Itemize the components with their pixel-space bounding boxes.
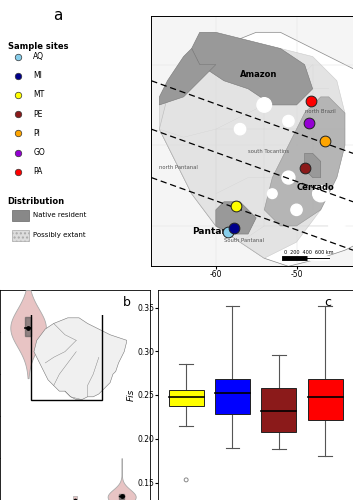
Text: South Pantanal: South Pantanal — [224, 238, 264, 243]
Point — [233, 202, 239, 210]
FancyBboxPatch shape — [307, 379, 343, 420]
Text: AQ: AQ — [33, 52, 44, 61]
Point — [308, 97, 314, 105]
Circle shape — [291, 204, 302, 216]
Text: b: b — [123, 296, 131, 310]
Text: Cerrado: Cerrado — [297, 182, 334, 192]
Point — [72, 496, 78, 500]
Polygon shape — [151, 16, 353, 266]
Text: Sample sites: Sample sites — [7, 42, 68, 51]
Point — [25, 324, 31, 332]
Text: c: c — [324, 296, 331, 310]
Polygon shape — [159, 48, 345, 258]
Circle shape — [234, 124, 246, 135]
Polygon shape — [216, 202, 256, 234]
Text: Possibly extant: Possibly extant — [33, 232, 86, 238]
Polygon shape — [25, 318, 31, 336]
Circle shape — [329, 218, 345, 234]
Circle shape — [313, 186, 329, 202]
Text: MI: MI — [33, 71, 42, 80]
Text: PI: PI — [33, 129, 40, 138]
Text: Distribution: Distribution — [7, 196, 65, 205]
Polygon shape — [34, 318, 127, 400]
Point — [231, 224, 237, 232]
Polygon shape — [159, 48, 216, 105]
Text: PE: PE — [33, 110, 43, 118]
FancyBboxPatch shape — [168, 390, 204, 406]
Point — [183, 476, 189, 484]
Text: a: a — [53, 8, 62, 24]
Text: MT: MT — [33, 90, 44, 100]
Text: GO: GO — [33, 148, 45, 157]
Text: Native resident: Native resident — [33, 212, 86, 218]
Circle shape — [268, 189, 277, 198]
Point — [302, 164, 307, 172]
Point — [322, 137, 328, 145]
Text: Pantanal: Pantanal — [192, 227, 237, 236]
FancyBboxPatch shape — [215, 379, 250, 414]
Point — [306, 118, 311, 126]
Text: PA: PA — [33, 168, 43, 176]
Polygon shape — [119, 494, 124, 499]
Circle shape — [282, 171, 295, 184]
Polygon shape — [305, 154, 321, 178]
Circle shape — [257, 98, 271, 112]
Text: north Pantanal: north Pantanal — [159, 166, 198, 170]
Y-axis label: Fis: Fis — [127, 389, 136, 401]
Text: south Tocantins: south Tocantins — [248, 150, 289, 154]
FancyBboxPatch shape — [261, 388, 297, 432]
Polygon shape — [159, 32, 353, 266]
FancyBboxPatch shape — [12, 210, 29, 221]
FancyBboxPatch shape — [12, 230, 29, 241]
Point — [225, 228, 231, 236]
Point — [119, 492, 125, 500]
Text: 0  200  400  600 km: 0 200 400 600 km — [285, 250, 334, 255]
Polygon shape — [192, 32, 313, 105]
Bar — [31, 312, 102, 400]
Text: north Brazil: north Brazil — [305, 109, 335, 114]
Polygon shape — [264, 97, 345, 226]
Circle shape — [283, 116, 294, 126]
Text: Amazon: Amazon — [240, 70, 277, 78]
